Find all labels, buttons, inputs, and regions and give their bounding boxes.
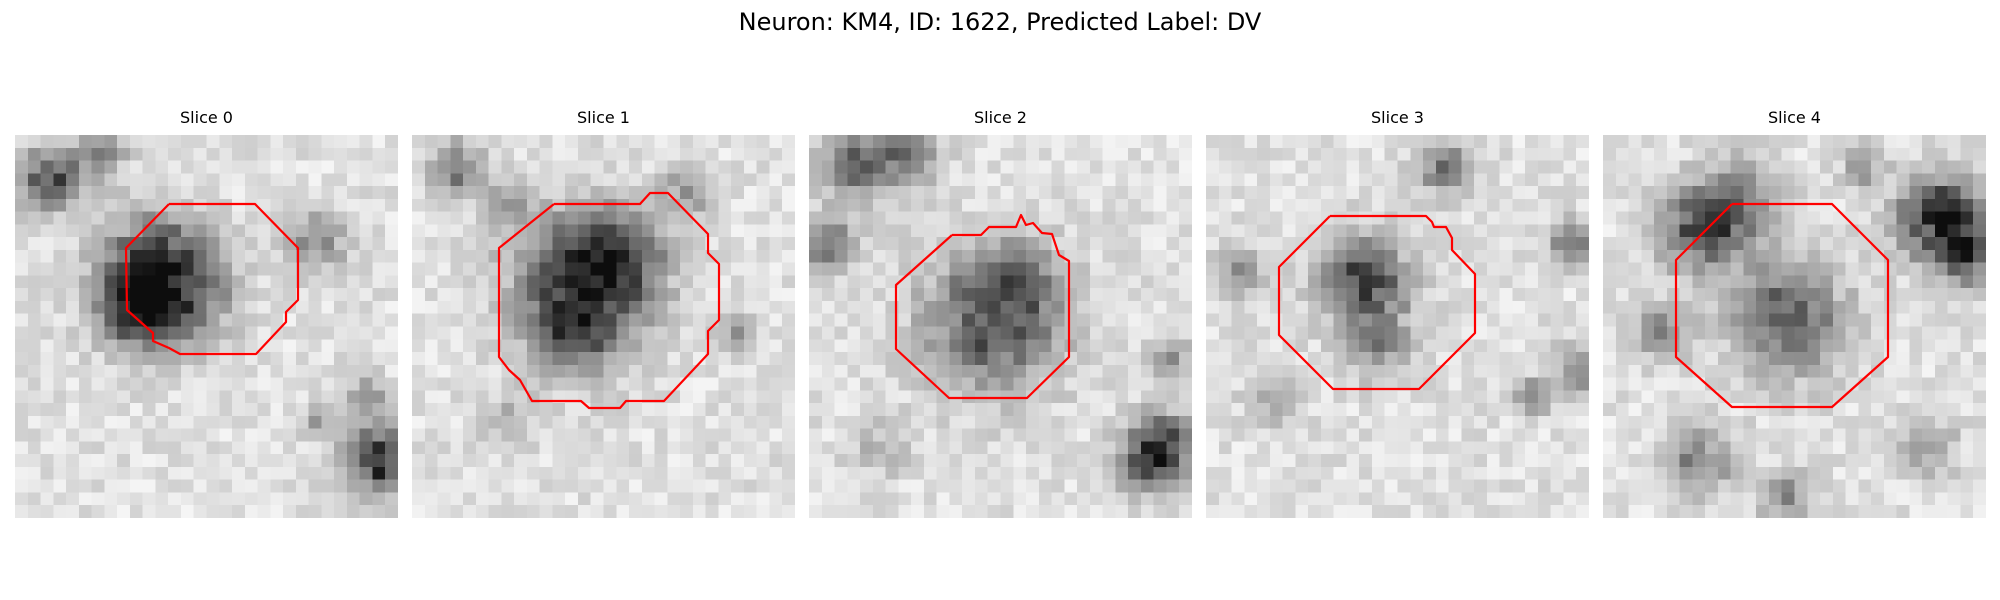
slice-panel-1: Slice 1 [412, 108, 795, 520]
slice-title: Slice 4 [1603, 108, 1986, 128]
slice-title: Slice 3 [1206, 108, 1589, 128]
roi-contour [809, 135, 1192, 518]
slice-panel-3: Slice 3 [1206, 108, 1589, 520]
slice-title: Slice 2 [809, 108, 1192, 128]
figure-title: Neuron: KM4, ID: 1622, Predicted Label: … [0, 7, 2000, 37]
slice-panel-2: Slice 2 [809, 108, 1192, 520]
roi-contour [1206, 135, 1589, 518]
slice-title: Slice 1 [412, 108, 795, 128]
roi-contour [1603, 135, 1986, 518]
slice-panel-4: Slice 4 [1603, 108, 1986, 520]
slice-title: Slice 0 [15, 108, 398, 128]
slice-panel-0: Slice 0 [15, 108, 398, 520]
roi-contour [15, 135, 398, 518]
roi-contour [412, 135, 795, 518]
